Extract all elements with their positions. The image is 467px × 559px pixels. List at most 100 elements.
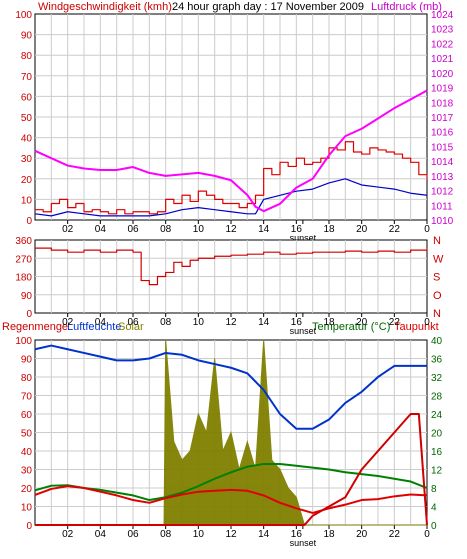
temperature-ytick-right: 0 [431,521,437,532]
pressure-ytick-right: 1024 [431,10,454,21]
temperature-label: Temperatur (°C) [312,321,390,333]
humidity-label: Luftfeuchte [67,321,121,333]
wind-ytick-left: 10 [21,195,33,206]
pressure-ytick-right: 1023 [431,25,454,36]
temperature-ytick-right: 12 [431,466,443,477]
dir-xtick-label: 12 [225,317,237,328]
bot-sunset-label: sunset [290,538,317,548]
wind-ytick-left: 30 [21,154,33,165]
temperature-ytick-right: 32 [431,373,443,384]
top-xtick-label: 12 [225,224,237,235]
bot-xtick-label: 12 [225,529,237,540]
dir-xtick-label: 18 [323,317,335,328]
humidity-ytick-left: 70 [21,392,33,403]
bot-xtick-label: 08 [160,529,172,540]
pressure-ytick-right: 1016 [431,128,454,139]
humidity-line [34,344,427,430]
bot-xtick-label: 16 [291,529,303,540]
top-xtick-label: 08 [160,224,172,235]
dir-xtick-label: 08 [160,317,172,328]
top-xtick-label: 16 [291,224,303,235]
bot-xtick-label: 04 [95,529,107,540]
wind-ytick-left: 80 [21,51,33,62]
wind-average-line [34,178,428,217]
humidity-ytick-left: 0 [26,521,32,532]
dir-xtick-label: 06 [127,317,139,328]
dir-xtick-label: 16 [291,317,303,328]
temperature-ytick-right: 40 [431,336,443,347]
pressure-ytick-right: 1015 [431,142,454,153]
top-xtick-label: 04 [95,224,107,235]
solar-label: Solar [118,321,144,333]
dewpoint-line [34,485,428,514]
bot-xtick-label: 0 [424,529,430,540]
temperature-line [34,462,428,502]
bot-xtick-label: 22 [389,529,401,540]
dir-xtick-label: 02 [62,317,74,328]
wind-ytick-left: 50 [21,113,33,124]
wind-speed-line [35,141,428,215]
wind-ytick-left: 100 [15,10,32,21]
pressure-ytick-right: 1014 [431,157,454,168]
compass-label: N [433,308,441,320]
dir-xtick-label: 22 [389,317,401,328]
dir-sunset-label: sunset [290,326,317,336]
direction-ytick-left: 0 [26,309,32,320]
wind-ytick-left: 60 [21,92,33,103]
chart-layer: 0102030405060708090100101010111012101310… [15,10,453,548]
pressure-ytick-right: 1013 [431,172,454,183]
pressure-ytick-right: 1012 [431,187,454,198]
direction-ytick-left: 180 [15,273,32,284]
humidity-ytick-left: 10 [21,503,33,514]
compass-label: N [433,235,441,247]
dir-xtick-label: 10 [193,317,205,328]
humidity-ytick-left: 80 [21,373,33,384]
pressure-ytick-right: 1010 [431,216,454,227]
wind-title: Windgeschwindigkeit (kmh) [38,1,172,13]
humidity-ytick-left: 100 [15,336,32,347]
wind-ytick-left: 40 [21,134,33,145]
pressure-ytick-right: 1021 [431,54,454,65]
humidity-ytick-left: 30 [21,466,33,477]
dir-xtick-label: 04 [95,317,107,328]
humidity-ytick-left: 90 [21,355,33,366]
pressure-ytick-right: 1017 [431,113,454,124]
pressure-line [34,89,428,213]
humidity-ytick-left: 20 [21,484,33,495]
humidity-ytick-left: 50 [21,429,33,440]
top-xtick-label: 20 [356,224,368,235]
dir-xtick-label: 0 [424,317,430,328]
rain-label: Regenmenge [2,321,68,333]
bot-xtick-label: 20 [356,529,368,540]
temperature-ytick-right: 8 [431,484,437,495]
bot-xtick-label: 10 [193,529,205,540]
top-xtick-label: 22 [389,224,401,235]
bot-xtick-label: 06 [127,529,139,540]
dir-xtick-label: 20 [356,317,368,328]
chart-title: 24 hour graph day : 17 November 2009 [172,1,364,13]
pressure-ytick-right: 1019 [431,84,454,95]
top-xtick-label: 10 [193,224,205,235]
top-xtick-label: 18 [323,224,335,235]
pressure-ytick-right: 1022 [431,39,454,50]
temperature-ytick-right: 24 [431,410,443,421]
top-sunset-label: sunset [290,233,317,243]
compass-label: S [433,272,440,284]
wind-ytick-left: 20 [21,175,33,186]
humidity-ytick-left: 60 [21,410,33,421]
wind-ytick-left: 0 [26,216,32,227]
bot-xtick-label: 02 [62,529,74,540]
direction-ytick-left: 90 [21,291,33,302]
direction-ytick-left: 360 [15,236,32,247]
wind-ytick-left: 90 [21,31,33,42]
wind-direction-line [35,247,428,286]
pressure-ytick-right: 1018 [431,98,454,109]
dir-xtick-label: 14 [258,317,270,328]
top-xtick-label: 14 [258,224,270,235]
pressure-title: Luftdruck (mb) [371,1,442,13]
pressure-ytick-right: 1011 [431,201,453,212]
temperature-ytick-right: 4 [431,503,437,514]
top-xtick-label: 06 [127,224,139,235]
